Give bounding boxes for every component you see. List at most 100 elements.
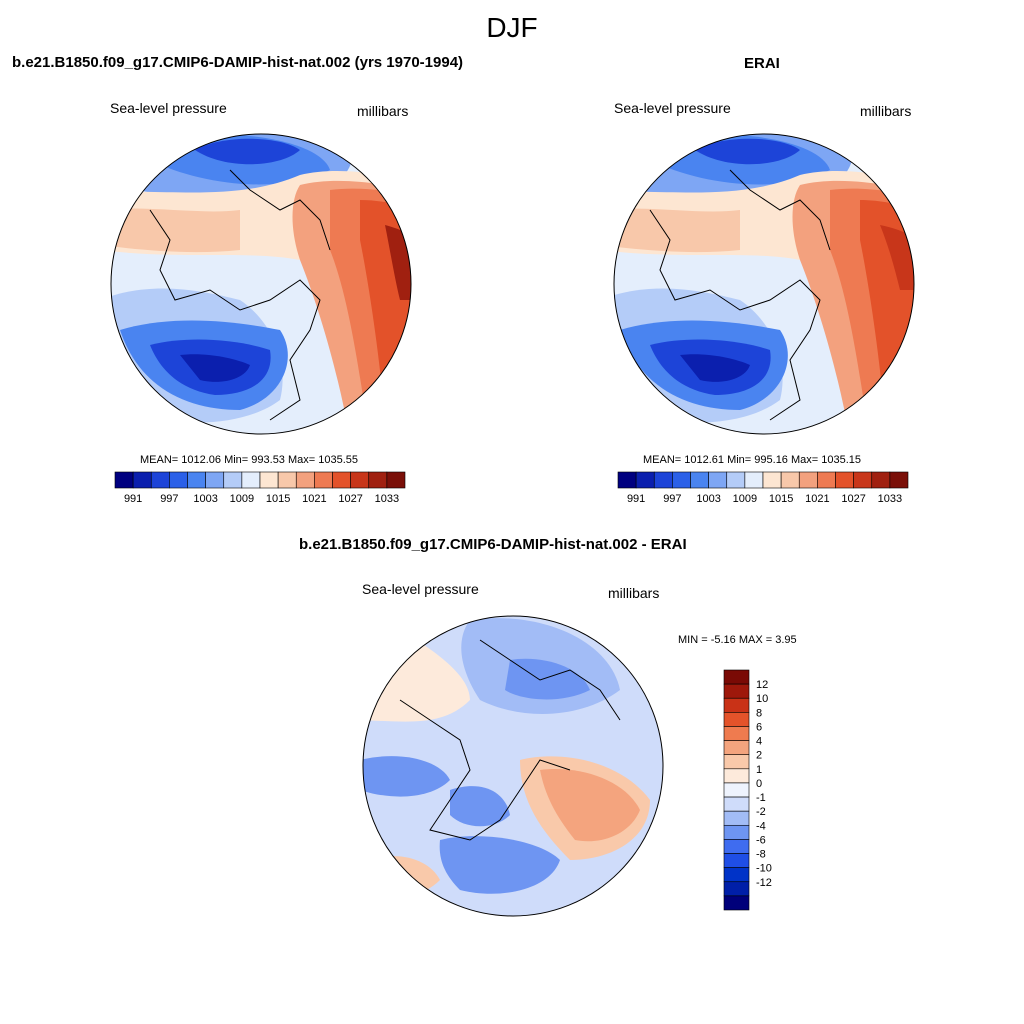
colorbar-swatch — [708, 471, 728, 489]
colorbar-swatch — [295, 471, 315, 489]
coastline — [149, 169, 331, 421]
colorbar-tick-label: 991 — [627, 493, 645, 505]
colorbar-swatch — [817, 471, 836, 489]
colorbar-swatch — [350, 471, 370, 489]
colorbar-swatch — [835, 471, 854, 489]
colorbar-tick-label: 6 — [756, 721, 762, 733]
map-boundary — [613, 133, 915, 435]
panel2-left-label: Sea-level pressure — [614, 100, 731, 116]
colorbar-swatch — [386, 471, 406, 489]
colorbar-swatch — [187, 471, 206, 489]
panel3-right-label: millibars — [608, 585, 660, 601]
negative-anomaly-region — [505, 658, 590, 700]
panel3-title: b.e21.B1850.f09_g17.CMIP6-DAMIP-hist-nat… — [299, 536, 687, 553]
panel3-map — [363, 616, 663, 916]
panel2-stats: MEAN= 1012.61 Min= 995.16 Max= 1035.15 — [643, 454, 862, 466]
colorbar-swatch — [635, 471, 655, 489]
colorbar-swatch — [723, 810, 750, 826]
colorbar-swatch — [672, 471, 691, 489]
colorbar-tick-label: 1015 — [769, 493, 793, 505]
colorbar-tick-label: 1009 — [733, 493, 757, 505]
colorbar-swatch — [277, 471, 297, 489]
colorbar-swatch — [653, 471, 673, 489]
colorbar-swatch — [132, 471, 152, 489]
colorbar-swatch — [889, 471, 909, 489]
icelandic-low-core — [180, 354, 250, 382]
pacific-low-core — [695, 138, 800, 165]
colorbar-swatch — [617, 471, 637, 489]
colorbar-swatch — [723, 669, 750, 685]
panel3-stats: MIN = -5.16 MAX = 3.95 — [678, 634, 797, 646]
colorbar-tick-label: -4 — [756, 820, 766, 832]
colorbar-swatch — [259, 471, 279, 489]
colorbar-tick-label: 0 — [756, 778, 762, 790]
positive-anomaly-core — [540, 769, 640, 842]
panel2-title: ERAI — [744, 55, 780, 72]
colorbar-tick-label: 1003 — [696, 493, 720, 505]
high-region — [614, 208, 740, 253]
colorbar-swatch — [723, 796, 750, 812]
colorbar-tick-label: 1015 — [266, 493, 290, 505]
panel2-colorbar: 991 997 1003 1009 1015 1021 1027 1033 — [617, 471, 909, 505]
colorbar-swatch — [223, 471, 243, 489]
colorbar-swatch — [723, 683, 750, 699]
siberian-high-core — [880, 225, 914, 290]
colorbar-tick-label: 1 — [756, 764, 762, 776]
pacific-low-core — [195, 138, 300, 165]
panel3-left-label: Sea-level pressure — [362, 581, 479, 597]
colorbar-tick-label: 1027 — [841, 493, 865, 505]
colorbar-swatch — [798, 471, 818, 489]
colorbar-swatch — [853, 471, 873, 489]
colorbar-tick-label: -10 — [756, 863, 772, 875]
coastline — [399, 639, 621, 841]
panel1-right-label: millibars — [357, 103, 409, 119]
colorbar-tick-label: 1021 — [302, 493, 326, 505]
high-region — [111, 208, 240, 253]
panel1-stats: MEAN= 1012.06 Min= 993.53 Max= 1035.55 — [140, 454, 359, 466]
colorbar-tick-label: 10 — [756, 693, 768, 705]
colorbar-swatch — [723, 881, 750, 897]
negative-anomaly-region — [363, 756, 450, 797]
colorbar-swatch — [723, 740, 750, 756]
colorbar-swatch — [368, 471, 388, 489]
colorbar-tick-label: -6 — [756, 834, 766, 846]
colorbar-swatch — [150, 471, 170, 489]
colorbar-tick-label: 1033 — [375, 493, 399, 505]
panel1-colorbar: 991 997 1003 1009 1015 1021 1027 1033 — [114, 471, 406, 505]
panel1-map — [111, 134, 411, 434]
map-boundary — [362, 615, 664, 917]
colorbar-tick-label: 1003 — [193, 493, 217, 505]
colorbar-swatch — [723, 824, 750, 840]
colorbar-swatch — [205, 471, 225, 489]
colorbar-swatch — [169, 471, 188, 489]
map-boundary — [110, 133, 412, 435]
colorbar-tick-label: 1021 — [805, 493, 829, 505]
colorbar-swatch — [744, 471, 764, 489]
colorbar-tick-label: -12 — [756, 877, 772, 889]
colorbar-tick-label: 991 — [124, 493, 142, 505]
colorbar-swatch — [780, 471, 800, 489]
colorbar-swatch — [723, 697, 750, 713]
panel2-right-label: millibars — [860, 103, 912, 119]
colorbar-swatch — [723, 782, 750, 798]
colorbar-swatch — [762, 471, 782, 489]
colorbar-swatch — [723, 895, 750, 911]
colorbar-tick-label: 2 — [756, 750, 762, 762]
colorbar-tick-label: -8 — [756, 849, 766, 861]
colorbar-tick-label: 4 — [756, 736, 762, 748]
colorbar-swatch — [314, 471, 333, 489]
colorbar-tick-label: 8 — [756, 707, 762, 719]
colorbar-swatch — [241, 471, 261, 489]
figure-title: DJF — [486, 12, 538, 43]
siberian-high-core — [360, 200, 411, 420]
colorbar-swatch — [723, 712, 750, 727]
siberian-high-core — [385, 225, 411, 300]
colorbar-tick-label: 12 — [756, 679, 768, 691]
coastline — [649, 169, 831, 421]
colorbar-tick-label: -2 — [756, 806, 766, 818]
colorbar-swatch — [723, 839, 750, 854]
negative-anomaly-region — [450, 786, 510, 827]
colorbar-swatch — [871, 471, 891, 489]
colorbar-swatch — [114, 471, 134, 489]
